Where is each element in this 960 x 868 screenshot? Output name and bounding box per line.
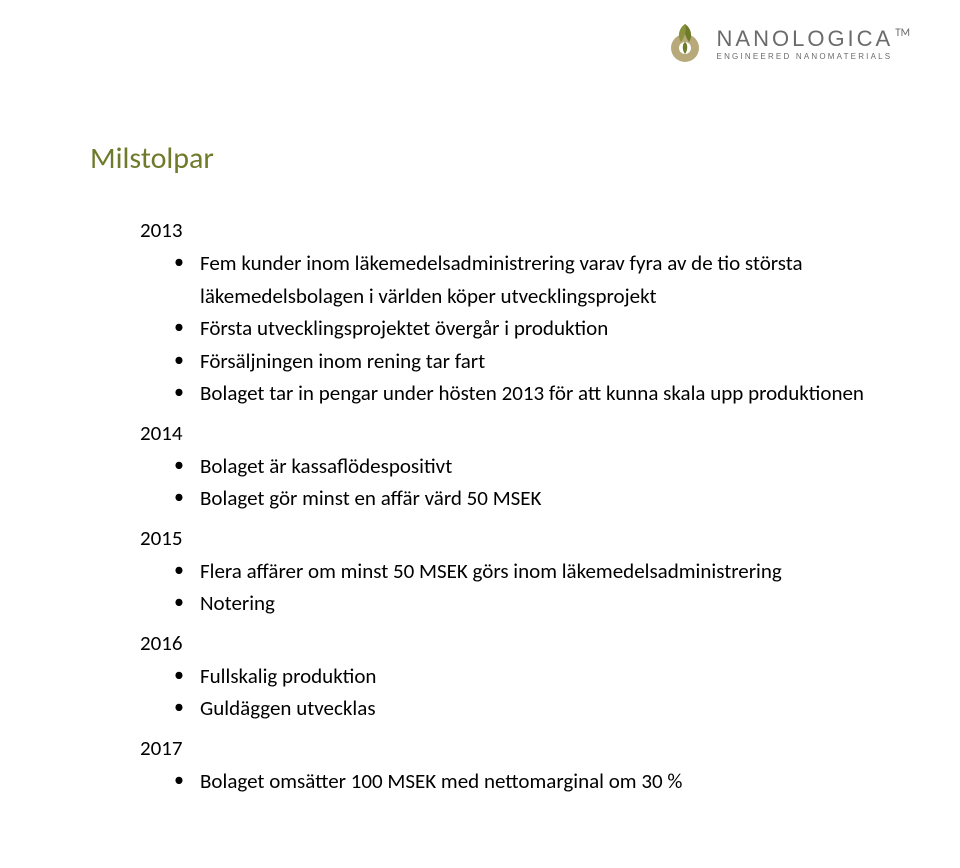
content: 2013 Fem kunder inom läkemedelsadministre… bbox=[140, 217, 870, 798]
bullet-item: Försäljningen inom rening tar fart bbox=[200, 345, 870, 378]
bullet-list: Bolaget omsätter 100 MSEK med nettomargi… bbox=[140, 765, 870, 798]
bullet-item: Första utvecklingsprojektet övergår i pr… bbox=[200, 312, 870, 345]
logo-tagline: ENGINEERED NANOMATERIALS bbox=[717, 53, 910, 61]
year-label: 2017 bbox=[140, 735, 870, 761]
logo-name: NANOLOGICA bbox=[717, 26, 894, 51]
bullet-item: Bolaget tar in pengar under hösten 2013 … bbox=[200, 377, 870, 410]
bullet-item: Bolaget omsätter 100 MSEK med nettomargi… bbox=[200, 765, 870, 798]
year-label: 2013 bbox=[140, 217, 870, 243]
bullet-list: Bolaget är kassaflödespositivtBolaget gö… bbox=[140, 450, 870, 515]
leaf-sphere-icon bbox=[663, 20, 707, 69]
logo-tm: TM bbox=[895, 26, 910, 39]
year-label: 2014 bbox=[140, 420, 870, 446]
company-logo: NANOLOGICATM ENGINEERED NANOMATERIALS bbox=[663, 20, 910, 69]
logo-text: NANOLOGICATM ENGINEERED NANOMATERIALS bbox=[717, 27, 910, 61]
bullet-item: Notering bbox=[200, 587, 870, 620]
bullet-item: Fem kunder inom läkemedelsadministrering… bbox=[200, 247, 870, 312]
year-label: 2016 bbox=[140, 630, 870, 656]
bullet-list: Fem kunder inom läkemedelsadministrering… bbox=[140, 247, 870, 410]
bullet-item: Guldäggen utvecklas bbox=[200, 692, 870, 725]
bullet-list: Fullskalig produktionGuldäggen utvecklas bbox=[140, 660, 870, 725]
page-title: Milstolpar bbox=[90, 140, 870, 177]
bullet-item: Bolaget är kassaflödespositivt bbox=[200, 450, 870, 483]
bullet-item: Bolaget gör minst en affär värd 50 MSEK bbox=[200, 482, 870, 515]
document-page: NANOLOGICATM ENGINEERED NANOMATERIALS Mi… bbox=[0, 0, 960, 868]
bullet-item: Fullskalig produktion bbox=[200, 660, 870, 693]
year-label: 2015 bbox=[140, 525, 870, 551]
bullet-item: Flera affärer om minst 50 MSEK görs inom… bbox=[200, 555, 870, 588]
bullet-list: Flera affärer om minst 50 MSEK görs inom… bbox=[140, 555, 870, 620]
